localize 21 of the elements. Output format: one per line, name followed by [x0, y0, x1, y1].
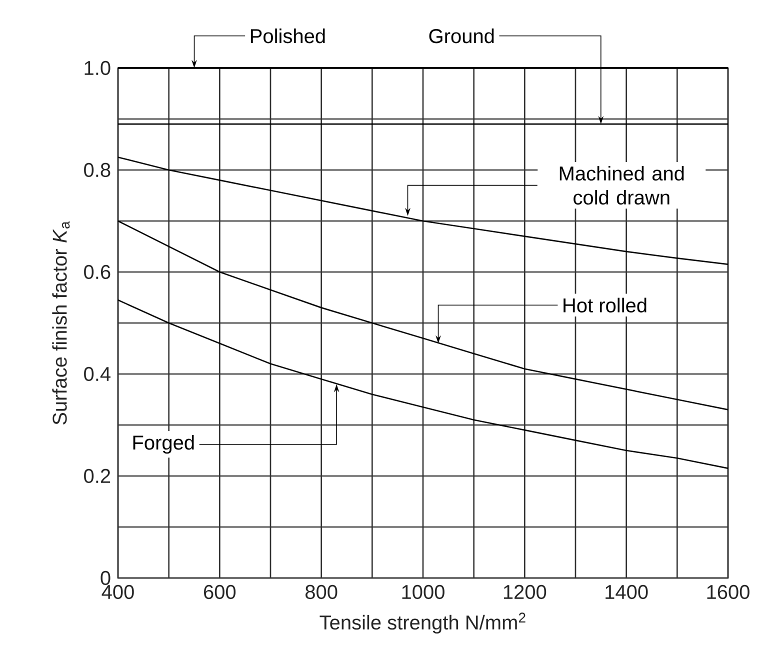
- y-tick-label: 0.8: [84, 162, 110, 178]
- y-axis-title: Surface finish factor K$_{a}$: [52, 221, 70, 425]
- y-tick-label: 0.4: [84, 366, 110, 382]
- x-tick-label: 1600: [707, 584, 750, 600]
- annotation: Hot rolled: [564, 298, 646, 312]
- x-tick-label: 800: [306, 584, 338, 600]
- y-tick-label: 0.2: [84, 468, 110, 484]
- x-tick-label: 400: [102, 584, 134, 600]
- y-tick-label: 0: [100, 570, 110, 586]
- x-tick-label: 1400: [606, 584, 648, 600]
- x-tick-label: 600: [204, 584, 236, 600]
- y-tick-label: 0.6: [84, 264, 110, 280]
- y-tick-label: 1.0: [84, 60, 110, 76]
- annotation: Forged: [133, 435, 194, 454]
- annotation: Machined and cold drawn: [560, 166, 684, 205]
- x-tick-label: 1200: [504, 584, 546, 600]
- x-axis-title: Tensile strength N/mm$^{2}$: [320, 612, 526, 634]
- annotation: Ground: [429, 28, 494, 44]
- x-tick-label: 1000: [402, 584, 444, 600]
- line-series: [117, 299, 729, 470]
- legend-label: Polished: [250, 28, 325, 44]
